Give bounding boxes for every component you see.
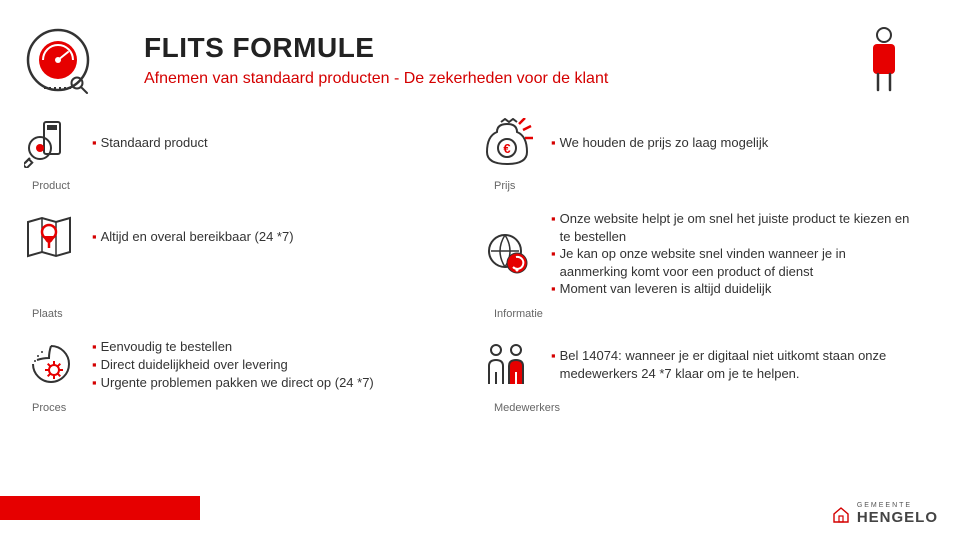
proces-label: Proces [22,402,482,414]
informatie-text: ▪Onze website helpt je om snel het juist… [551,210,911,298]
plaats-text: ▪Altijd en overal bereikbaar (24 *7) [92,228,294,246]
medewerkers-label: Medewerkers [482,402,560,414]
logo-hengelo: HENGELO [857,510,938,527]
proces-text: ▪Eenvoudig te bestellen ▪Direct duidelij… [92,338,374,391]
informatie-bullet-2: Je kan op onze website snel vinden wanne… [560,245,911,280]
page-title: FLITS FORMULE [144,32,608,64]
prijs-text: ▪We houden de prijs zo laag mogelijk [551,134,768,152]
red-bar-decoration [0,496,200,520]
medewerkers-icon [481,338,535,392]
plaats-label: Plaats [22,308,482,320]
prijs-label: Prijs [482,180,515,192]
person-icon [866,26,902,99]
product-label: Product [22,180,482,192]
medewerkers-bullet-1: Bel 14074: wanneer je er digitaal niet u… [560,347,911,382]
informatie-bullet-3: Moment van leveren is altijd duidelijk [560,280,772,298]
header: FLITS FORMULE Afnemen van standaard prod… [0,0,960,104]
product-text: ▪Standaard product [92,134,208,152]
plaats-bullet-1: Altijd en overal bereikbaar (24 *7) [101,228,294,246]
page-subtitle: Afnemen van standaard producten - De zek… [144,70,608,88]
proces-bullet-2: Direct duidelijkheid over levering [101,356,288,374]
proces-bullet-3: Urgente problemen pakken we direct op (2… [101,374,374,392]
footer-logo: GEMEENTE HENGELO [832,502,938,526]
proces-icon [22,338,76,392]
prijs-bullet-1: We houden de prijs zo laag mogelijk [560,134,769,152]
product-bullet-1: Standaard product [101,134,208,152]
informatie-label: Informatie [482,308,543,320]
prijs-icon: € [481,116,535,170]
svg-text:€: € [503,141,510,156]
proces-bullet-1: Eenvoudig te bestellen [101,338,233,356]
informatie-bullet-1: Onze website helpt je om snel het juiste… [560,210,911,245]
medewerkers-text: ▪Bel 14074: wanneer je er digitaal niet … [551,347,911,382]
informatie-icon [481,227,535,281]
content-grid: ▪Standaard product € ▪We houden de prijs… [0,104,960,414]
product-icon [22,116,76,170]
plaats-icon [22,210,76,264]
gauge-icon [22,24,94,96]
